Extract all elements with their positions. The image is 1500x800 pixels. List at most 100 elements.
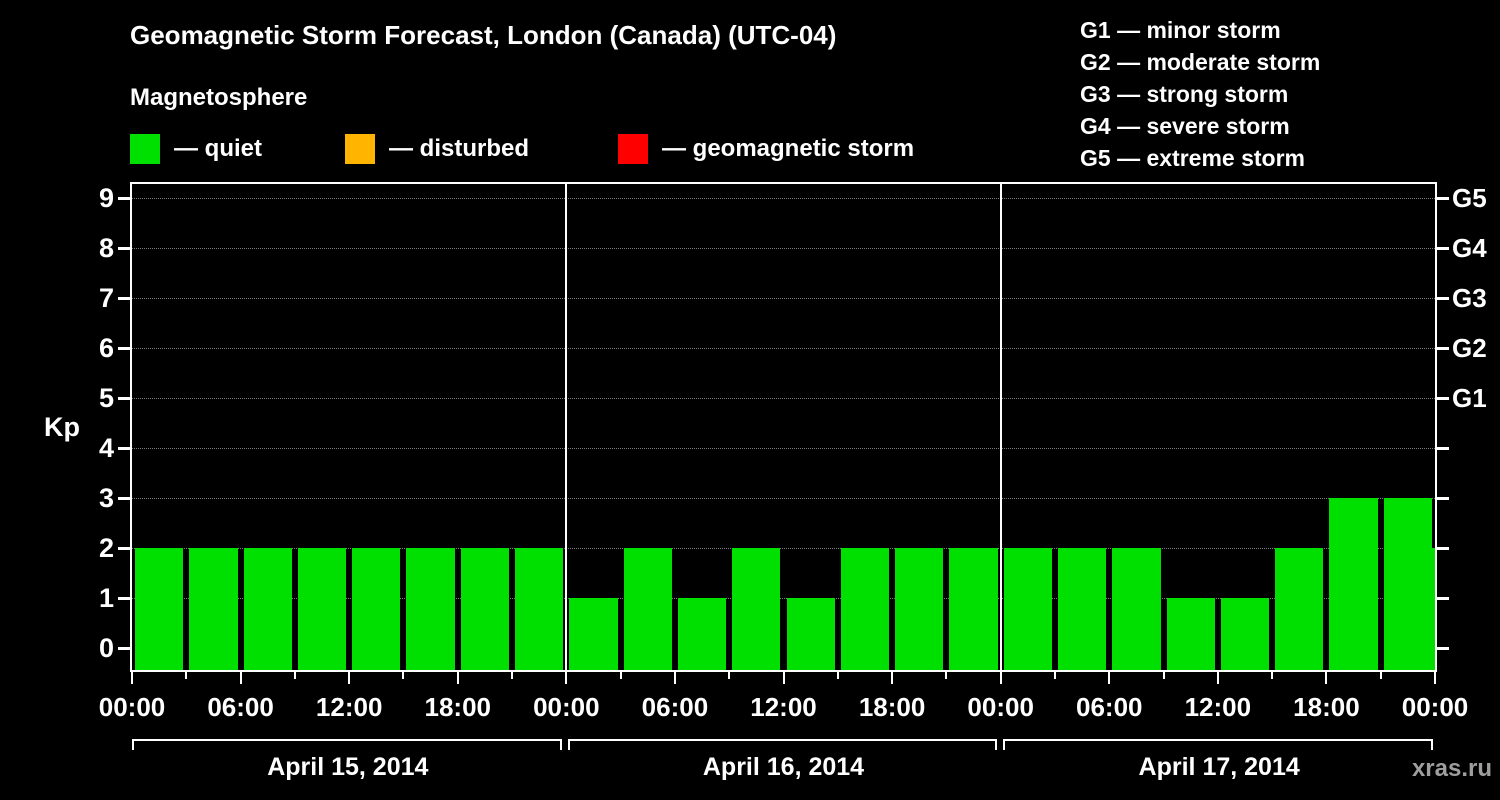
y-axis-tick-right (1437, 297, 1449, 300)
y-tick-label: 7 (98, 283, 114, 313)
y-axis-tick (118, 197, 130, 200)
y-axis-tick (118, 397, 130, 400)
day-bracket (567, 739, 998, 741)
day-bracket-tick (1431, 739, 1433, 750)
x-axis-tick (348, 672, 351, 684)
x-axis-tick (999, 672, 1002, 684)
x-axis-tick (1108, 672, 1111, 684)
day-label: April 15, 2014 (267, 753, 429, 781)
kp-bar (135, 548, 184, 670)
kp-bar (1112, 548, 1161, 670)
day-bracket-tick (132, 739, 134, 750)
gridline (132, 498, 1435, 499)
x-tick-label: 00:00 (98, 692, 166, 722)
y-tick-label: 0 (98, 633, 114, 663)
kp-bar (1057, 548, 1107, 670)
kp-bar (623, 548, 672, 670)
x-tick-label: 00:00 (533, 692, 600, 722)
y-tick-label: 2 (98, 533, 114, 563)
day-bracket-tick (559, 739, 562, 750)
gridline (132, 298, 1435, 299)
kp-bar-partial (1413, 548, 1435, 670)
g-scale-label: G1 (1452, 383, 1487, 413)
x-tick-label: 18:00 (1293, 692, 1360, 722)
y-tick-label: 5 (98, 383, 114, 413)
legend-item-disturbed: — disturbed (345, 133, 529, 165)
day-divider-line (999, 184, 1002, 670)
x-tick-label: 00:00 (1401, 692, 1469, 722)
day-divider-line (565, 184, 568, 670)
y-axis-tick (118, 447, 130, 450)
x-axis-tick (1162, 672, 1165, 679)
legend-label-disturbed: — disturbed (389, 135, 530, 162)
day-bracket-tick (567, 739, 570, 750)
x-axis-tick (1325, 672, 1328, 684)
day-label: April 17, 2014 (1138, 753, 1300, 781)
g-legend-g1: G1 — minor storm (1080, 17, 1281, 43)
day-bracket (1003, 739, 1433, 741)
day-bracket-tick (995, 739, 998, 750)
g-legend-g2: G2 — moderate storm (1080, 49, 1321, 75)
x-tick-label: 06:00 (207, 692, 274, 722)
y-axis-tick-right (1437, 397, 1449, 400)
kp-bar (352, 548, 401, 670)
y-tick-label: 3 (98, 483, 114, 513)
storm-color-swatch (618, 134, 648, 164)
g-legend-g4: G4 — severe storm (1080, 113, 1290, 139)
y-axis-tick-right (1437, 597, 1449, 600)
y-axis-tick (118, 347, 130, 350)
kp-bar (297, 548, 347, 670)
x-axis-tick (402, 672, 405, 679)
x-axis-tick (511, 672, 514, 679)
gridline (132, 598, 1435, 599)
x-axis-tick (945, 672, 948, 679)
y-axis-tick-right (1437, 647, 1449, 650)
y-axis-tick-right (1437, 447, 1449, 450)
kp-bar (677, 598, 727, 670)
quiet-color-swatch (130, 134, 160, 164)
y-tick-label: 4 (98, 433, 114, 463)
x-tick-label: 06:00 (641, 692, 709, 722)
gridline (132, 248, 1435, 249)
x-axis-tick (673, 672, 676, 684)
y-axis-tick (118, 297, 130, 300)
kp-bar (1166, 598, 1215, 670)
x-axis-tick (728, 672, 731, 679)
legend-label-quiet: — quiet (174, 135, 262, 162)
x-axis-tick (1379, 672, 1382, 679)
g-scale-label: G2 (1452, 333, 1487, 363)
kp-bar (895, 548, 944, 670)
kp-bar (1275, 548, 1324, 670)
day-bracket (132, 739, 562, 741)
x-axis-tick (891, 672, 894, 684)
x-axis-tick (456, 672, 459, 684)
gridline (132, 548, 1435, 549)
x-axis-tick (185, 672, 188, 679)
y-axis-tick (118, 247, 130, 250)
x-tick-label: 12:00 (1184, 692, 1252, 722)
x-axis-tick (1216, 672, 1219, 684)
y-tick-label: 1 (98, 583, 114, 613)
y-axis-tick (118, 547, 130, 550)
y-axis-label: Kp (44, 412, 80, 442)
gridline (132, 348, 1435, 349)
chart-subtitle: Magnetosphere (130, 84, 308, 111)
kp-bar (243, 548, 292, 670)
g-scale-legend: G1 — minor storm G2 — moderate storm G3 … (1080, 14, 1320, 174)
y-axis-tick (118, 597, 130, 600)
kp-bar (1220, 598, 1270, 670)
x-axis-tick (782, 672, 785, 684)
y-axis-tick-right (1437, 497, 1449, 500)
kp-bar (515, 548, 564, 670)
y-axis-tick (118, 647, 130, 650)
kp-bar (1329, 498, 1378, 670)
x-axis-tick (619, 672, 622, 679)
g-legend-g5: G5 — extreme storm (1080, 145, 1305, 171)
x-tick-label: 18:00 (424, 692, 492, 722)
y-axis-tick-right (1437, 347, 1449, 350)
x-axis-tick (131, 672, 133, 684)
g-legend-g3: G3 — strong storm (1080, 81, 1289, 107)
legend-item-quiet: — quiet (130, 133, 262, 165)
kp-bar (406, 548, 455, 670)
